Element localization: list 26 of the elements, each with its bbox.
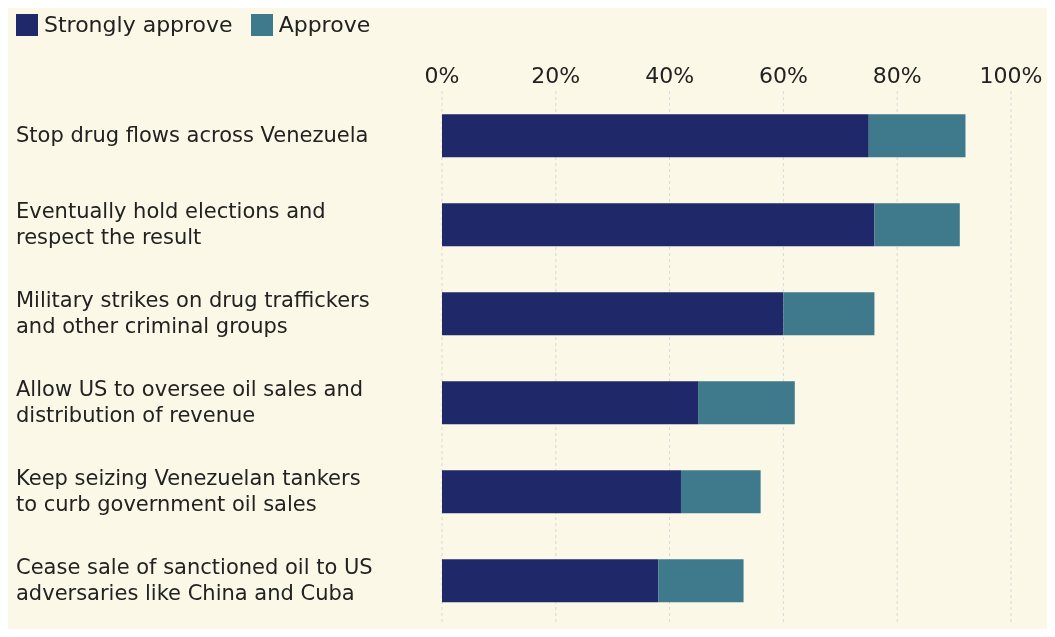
x-tick-label: 20% [531, 63, 581, 88]
bar [442, 114, 869, 158]
bar [442, 559, 659, 603]
y-tick-label: Eventually hold elections and respect the result [16, 198, 326, 249]
x-tick-label: 0% [424, 63, 460, 88]
bar [698, 381, 795, 425]
bar [442, 203, 875, 247]
x-tick-label: 60% [758, 63, 808, 88]
bar [442, 381, 699, 425]
y-tick-label: Stop drug flows across Venezuela [16, 122, 369, 147]
bar [442, 292, 784, 336]
bar [783, 292, 875, 336]
bar [442, 470, 681, 514]
y-tick-label: Allow US to oversee oil sales and distribution of revenue [16, 376, 364, 427]
bar [868, 114, 966, 158]
legend-label: Approve [278, 12, 371, 37]
x-tick-label: 80% [872, 63, 922, 88]
x-tick-label: 100% [979, 63, 1043, 88]
y-tick-label: Military strikes on drug traffickers and other criminal groups [16, 287, 370, 338]
x-tick-label: 40% [645, 63, 695, 88]
y-tick-label: Cease sale of sanctioned oil to US adversaries like China and Cuba [16, 554, 373, 605]
legend-label: Strongly approve [44, 12, 233, 37]
y-tick-label: Keep seizing Venezuelan tankers to curb government oil sales [16, 465, 361, 516]
bar [874, 203, 960, 247]
bar [658, 559, 744, 603]
bar [680, 470, 761, 514]
